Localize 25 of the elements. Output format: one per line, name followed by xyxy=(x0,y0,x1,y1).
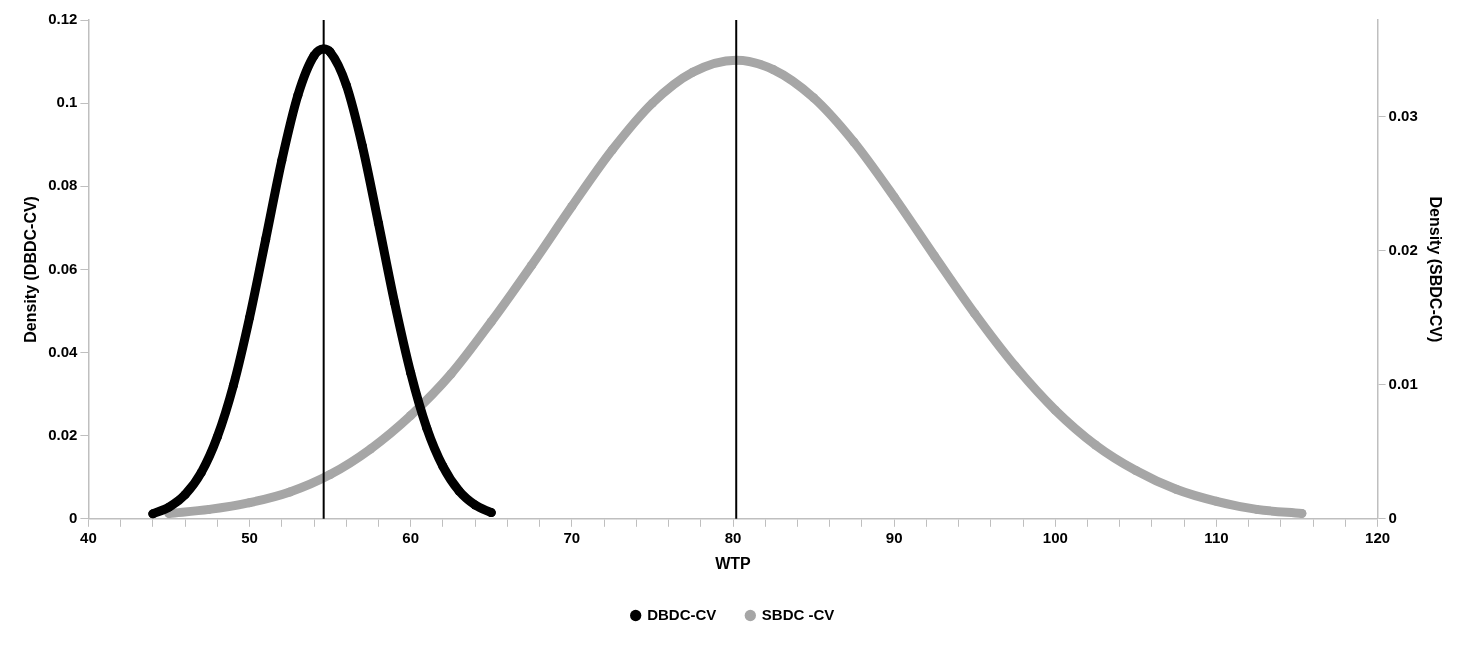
x-tick-label: 90 xyxy=(885,528,903,546)
legend-label: SBDC -CV xyxy=(761,605,835,623)
x-tick-label: 60 xyxy=(402,528,420,546)
y-tick-label: 0.04 xyxy=(48,342,79,360)
y-tick-label: 0.12 xyxy=(48,10,78,28)
y-tick-label: 0.06 xyxy=(48,259,78,277)
y-tick-label: 0.02 xyxy=(48,425,78,443)
y2-tick-label: 0.03 xyxy=(1388,106,1418,124)
y2-axis-title: Density (SBDC-CV) xyxy=(1426,196,1444,343)
y2-tick-label: 0.01 xyxy=(1388,374,1418,392)
y-tick-label: 0 xyxy=(69,508,78,526)
y-axis-title: Density (DBDC-CV) xyxy=(22,196,40,343)
x-tick-label: 100 xyxy=(1042,528,1068,546)
x-tick-label: 110 xyxy=(1204,528,1229,546)
x-tick-label: 80 xyxy=(724,528,742,546)
y-tick-label: 0.08 xyxy=(48,176,78,194)
y2-tick-label: 0.02 xyxy=(1388,240,1418,258)
x-tick-label: 40 xyxy=(80,528,97,546)
legend-label: DBDC-CV xyxy=(647,605,717,623)
x-tick-label: 120 xyxy=(1365,528,1391,546)
x-tick-label: 70 xyxy=(563,528,581,546)
y-tick-label: 0.1 xyxy=(56,93,78,111)
x-tick-label: 50 xyxy=(241,528,258,546)
y2-tick-label: 0 xyxy=(1388,508,1397,526)
x-axis-title: WTP xyxy=(715,554,752,572)
